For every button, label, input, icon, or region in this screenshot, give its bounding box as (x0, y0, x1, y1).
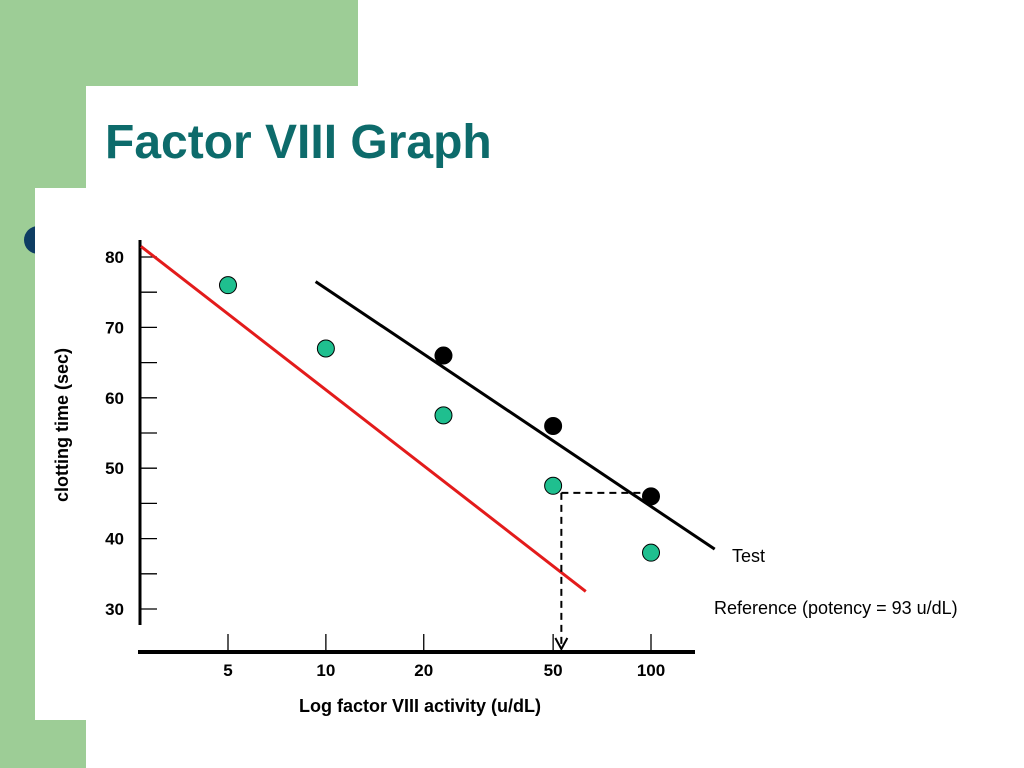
x-tick-label: 100 (637, 661, 665, 680)
reference-point (316, 339, 335, 358)
slide-title: Factor VIII Graph (105, 116, 492, 169)
reference-point (544, 476, 563, 495)
chart-lines (140, 245, 716, 593)
chart-annotation (554, 491, 651, 652)
series-label-reference: Reference (potency = 93 u/dL) (714, 598, 958, 618)
y-tick-label: 70 (105, 318, 124, 337)
test-point (434, 346, 453, 365)
reference-point (219, 276, 237, 295)
y-tick-label: 80 (105, 248, 124, 267)
chart-frame (35, 188, 1024, 720)
y-tick-label: 50 (105, 459, 124, 478)
y-tick-label: 40 (105, 530, 124, 549)
reference-point (434, 406, 453, 425)
reference-line (140, 245, 587, 593)
y-axis-label: clotting time (sec) (52, 348, 72, 502)
series-label-test: Test (732, 546, 765, 566)
chart-axes (138, 240, 695, 654)
x-axis-label: Log factor VIII activity (u/dL) (299, 696, 541, 716)
x-tick-label: 50 (544, 661, 563, 680)
test-point (642, 487, 660, 506)
test-point (544, 416, 563, 435)
x-tick-label: 20 (414, 661, 433, 680)
y-tick-label: 30 (105, 600, 124, 619)
x-tick-label: 5 (223, 661, 232, 680)
annotation-arrowhead (554, 637, 569, 652)
chart-ticks: 30 40 50 60 70 80 5 10 20 50 100 (105, 248, 665, 680)
chart-points (219, 276, 660, 562)
chart-labels: Log factor VIII activity (u/dL) clotting… (52, 348, 958, 716)
test-line (314, 280, 716, 551)
reference-point (642, 543, 660, 562)
x-tick-label: 10 (316, 661, 335, 680)
y-tick-label: 60 (105, 389, 124, 408)
